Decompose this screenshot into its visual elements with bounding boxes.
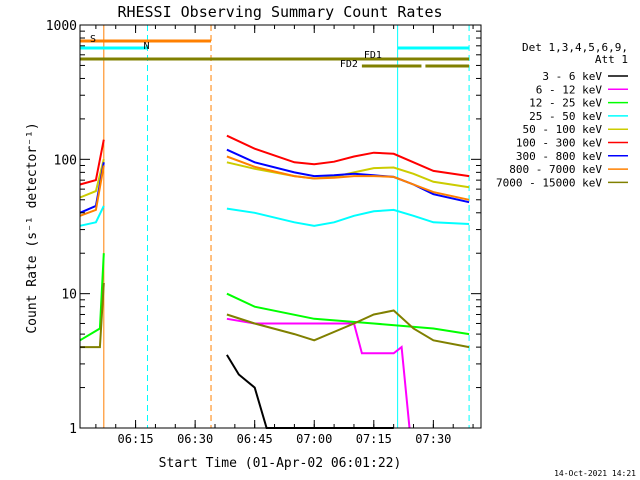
series-line: [79, 159, 105, 199]
chart-title: RHESSI Observing Summary Count Rates: [117, 3, 442, 21]
x-axis-label: Start Time (01-Apr-02 06:01:22): [159, 456, 402, 471]
vertical-markers: [103, 25, 470, 428]
y-tick-label: 100: [54, 153, 77, 168]
flag-label: FD1: [364, 50, 382, 61]
y-tick-label: 1: [69, 422, 77, 437]
legend-label: 12 - 25 keV: [529, 97, 602, 110]
series-line: [226, 292, 470, 336]
legend-label: 300 - 800 keV: [516, 150, 602, 163]
series-line: [80, 282, 105, 349]
legend-label: 25 - 50 keV: [529, 110, 602, 123]
series-lines: [79, 134, 470, 429]
series-line: [79, 253, 105, 342]
series-line: [226, 155, 470, 201]
legend-label: 7000 - 15000 keV: [496, 176, 602, 189]
flag-label: S: [90, 34, 96, 45]
legend-label: 50 - 100 keV: [523, 123, 603, 136]
series-line: [79, 165, 105, 217]
flag-label: FD2: [340, 59, 358, 70]
x-tick-label: 07:00: [296, 432, 332, 446]
series-line: [79, 139, 105, 186]
axes: 06:15 06:30 06:45 07:00 07:15 07:30 1 10 100 1000: [46, 19, 482, 446]
legend-label: 800 - 7000 keV: [509, 163, 602, 176]
series-line: [79, 205, 105, 227]
timestamp: 14-Oct-2021 14:21: [554, 469, 636, 478]
y-tick-label: 1000: [46, 19, 77, 34]
x-tick-label: 07:30: [415, 432, 451, 446]
x-tick-label: 06:30: [177, 432, 213, 446]
x-tick-label: 07:15: [356, 432, 392, 446]
series-line: [226, 309, 470, 349]
legend-label: 100 - 300 keV: [516, 137, 602, 150]
series-line: [226, 134, 470, 178]
y-tick-label: 10: [61, 288, 77, 303]
legend-title-line-2: Att 1: [595, 53, 628, 66]
series-line: [226, 207, 470, 227]
flag-bars: S N FD1 FD2: [80, 34, 470, 70]
y-axis-label: Count Rate (s⁻¹ detector⁻¹): [25, 122, 40, 333]
x-tick-label: 06:15: [118, 432, 154, 446]
x-tick-label: 06:45: [237, 432, 273, 446]
series-line: [226, 317, 411, 429]
legend-title-line-1: Det 1,3,4,5,6,9,: [522, 41, 628, 54]
legend-label: 6 - 12 keV: [536, 83, 603, 96]
legend-label: 3 - 6 keV: [542, 70, 602, 83]
plot-frame: [79, 24, 482, 429]
flag-label: N: [143, 41, 149, 52]
series-line: [226, 354, 394, 429]
